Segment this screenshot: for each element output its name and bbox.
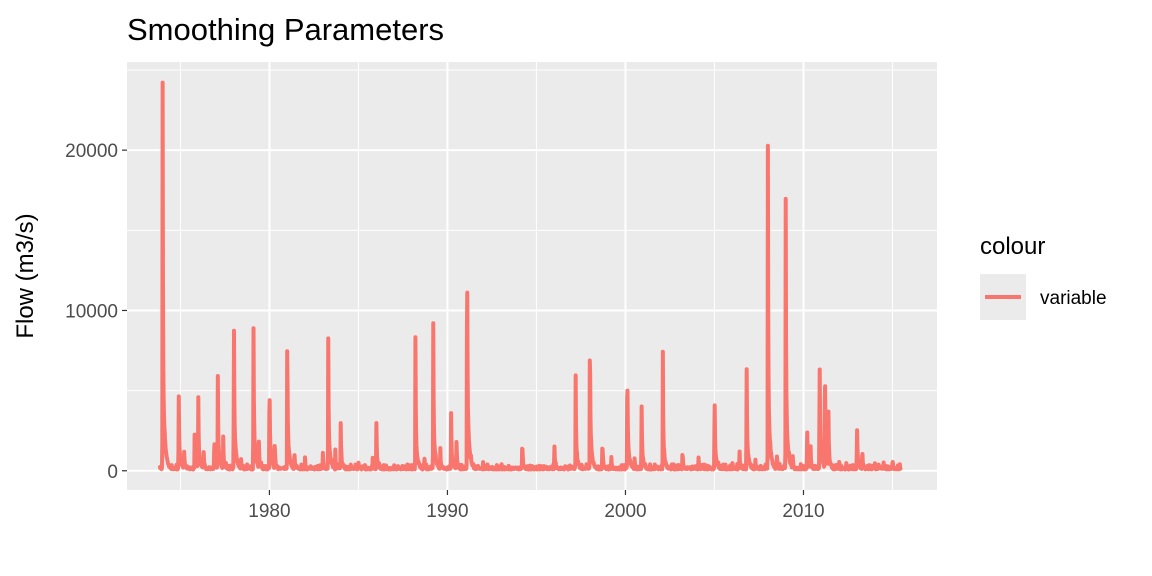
legend-title: colour — [980, 233, 1045, 260]
legend: colour variable — [980, 233, 1107, 320]
chart-title: Smoothing Parameters — [127, 12, 444, 47]
x-tick-label: 2010 — [782, 501, 824, 522]
y-axis-label: Flow (m3/s) — [12, 213, 39, 338]
series-line-variable — [157, 80, 903, 472]
legend-label-variable: variable — [1040, 288, 1107, 309]
y-tick-label: 20000 — [65, 141, 118, 162]
x-tick-label: 1980 — [248, 501, 290, 522]
minor-gridlines — [127, 62, 937, 490]
x-tick-label: 1990 — [426, 501, 468, 522]
x-axis: 1980 1990 2000 2010 — [248, 490, 825, 522]
y-tick-label: 0 — [107, 462, 118, 483]
y-axis: 0 10000 20000 — [65, 141, 127, 483]
y-tick-label: 10000 — [65, 301, 118, 322]
plot-panel — [127, 62, 937, 490]
x-tick-label: 2000 — [604, 501, 646, 522]
